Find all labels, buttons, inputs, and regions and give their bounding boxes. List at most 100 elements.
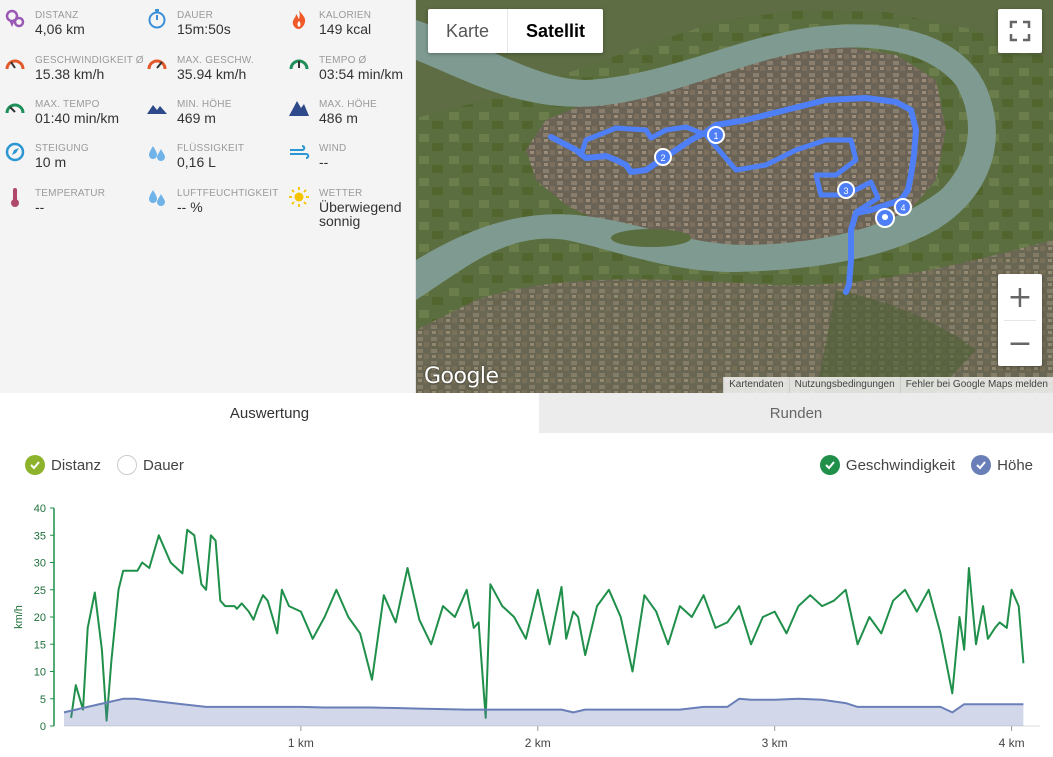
stat-value: 4,06 km <box>35 21 85 37</box>
y-tick-label: 35 <box>34 530 46 542</box>
zoom-out-button[interactable]: − <box>1007 325 1033 361</box>
stat-label: MAX. TEMPO <box>35 99 100 110</box>
y-tick-label: 25 <box>34 585 46 597</box>
thermometer-icon <box>4 186 26 208</box>
compass-icon <box>4 141 26 163</box>
stat-value: 35.94 km/h <box>177 66 247 82</box>
mountain-low-icon <box>146 97 168 119</box>
stat-wind: WIND -- <box>284 133 426 177</box>
zoom-divider <box>1004 320 1036 321</box>
stopwatch-icon <box>146 8 168 30</box>
y-tick-label: 15 <box>34 639 46 651</box>
geschwindigkeit-checkbox[interactable] <box>819 455 840 475</box>
distanz-label[interactable]: Distanz <box>51 456 102 474</box>
stat-dauer: DAUER 15m:50s <box>142 0 284 44</box>
stat-min-höhe: MIN. HÖHE 469 m <box>142 89 284 133</box>
dauer-label[interactable]: Dauer <box>143 456 184 474</box>
hoehe-label[interactable]: Höhe <box>997 456 1033 474</box>
y-tick-label: 40 <box>34 503 46 515</box>
y-tick-label: 0 <box>40 721 46 733</box>
stat-temperatur: TEMPERATUR -- <box>0 178 142 222</box>
chart-area: Distanz Dauer Geschwindigkeit Höhe 0 5 10 1… <box>0 433 1053 757</box>
x-tick-label: 2 km <box>525 736 551 750</box>
y-tick-label: 30 <box>34 558 46 570</box>
legend-left: Distanz Dauer <box>25 455 184 475</box>
stat-value: 15m:50s <box>177 21 231 37</box>
stat-max-höhe: MAX. HÖHE 486 m <box>284 89 426 133</box>
tab-runden[interactable]: Runden <box>539 393 1053 433</box>
y-tick-label: 5 <box>40 694 46 706</box>
svg-text:4: 4 <box>900 203 905 213</box>
svg-text:2: 2 <box>660 153 665 163</box>
pace-gauge-icon <box>288 53 310 75</box>
fullscreen-icon <box>1009 20 1031 42</box>
map-view[interactable]: 1 2 3 4 Karte Satellit + − Google Karten… <box>416 0 1053 393</box>
location-pins-icon <box>4 8 26 30</box>
x-tick-label: 3 km <box>762 736 788 750</box>
stat-label: TEMPO Ø <box>319 55 367 66</box>
lap-marker-3: 3 <box>837 181 855 199</box>
stat-value: 01:40 min/km <box>35 110 120 126</box>
stat-value: 10 m <box>35 154 67 170</box>
distanz-checkbox[interactable] <box>25 455 45 475</box>
map-type-satellit-button[interactable]: Satellit <box>507 9 603 53</box>
svg-text:1: 1 <box>713 131 718 141</box>
stat-wetter: WETTER Überwiegend sonnig <box>284 178 426 228</box>
attribution-kartendaten-link[interactable]: Kartendaten <box>723 377 789 393</box>
tab-bar: Auswertung Runden <box>0 393 1053 433</box>
stat-label: TEMPERATUR <box>35 188 106 199</box>
stat-label: MIN. HÖHE <box>177 99 232 110</box>
zoom-control: + − <box>998 274 1042 366</box>
stat-value: 469 m <box>177 110 216 126</box>
stat-luftfeuchtigkeit: LUFTFEUCHTIGKEIT -- % <box>142 178 284 222</box>
attribution-nutzungsbedingungen-link[interactable]: Nutzungsbedingungen <box>788 377 900 393</box>
stat-label: GESCHWINDIGKEIT Ø <box>35 55 144 66</box>
flame-icon <box>288 8 310 30</box>
geschwindigkeit-label[interactable]: Geschwindigkeit <box>845 456 956 474</box>
pace-gauge-max-icon <box>4 97 26 119</box>
hoehe-checkbox[interactable] <box>971 455 992 475</box>
checkmark-icon <box>976 461 986 470</box>
x-tick-label: 4 km <box>999 736 1025 750</box>
speedometer-icon <box>4 53 26 75</box>
stat-label: DAUER <box>177 10 214 21</box>
stat-kalorien: KALORIEN 149 kcal <box>284 0 426 44</box>
stat-label: LUFTFEUCHTIGKEIT <box>177 188 279 199</box>
stat-tempo: TEMPO Ø 03:54 min/km <box>284 45 426 89</box>
wind-icon <box>288 141 310 163</box>
tab-auswertung[interactable]: Auswertung <box>0 393 539 433</box>
stat-steigung: STEIGUNG 10 m <box>0 133 142 177</box>
speed-elevation-chart[interactable]: 0 5 10 15 20 25 30 35 40 km/h 1 km 2 km 3 km 4 km <box>0 433 1053 757</box>
lap-marker-2: 2 <box>654 148 672 166</box>
series-1-line <box>63 697 1024 714</box>
fullscreen-button[interactable] <box>998 9 1042 53</box>
series-0-line <box>70 528 1025 722</box>
lap-marker-1: 1 <box>707 126 725 144</box>
stat-label: MAX. HÖHE <box>319 99 377 110</box>
sun-icon <box>288 186 310 208</box>
attribution-report-error-link[interactable]: Fehler bei Google Maps melden <box>899 377 1053 393</box>
satellite-image: 1 2 3 4 <box>416 0 1053 393</box>
map-type-karte-button[interactable]: Karte <box>446 20 490 41</box>
y-tick-label: 20 <box>34 612 46 624</box>
stat-value: Überwiegend sonnig <box>319 199 402 229</box>
mountain-high-icon <box>288 97 310 119</box>
legend-right: Geschwindigkeit Höhe <box>819 455 1033 475</box>
stat-label: MAX. GESCHW. <box>177 55 254 66</box>
water-drops-icon <box>146 141 168 163</box>
route-path <box>548 95 919 295</box>
location-pin-icon <box>875 208 895 228</box>
stat-value: 15.38 km/h <box>35 66 105 82</box>
checkmark-icon <box>30 461 40 470</box>
humidity-drops-icon <box>146 186 168 208</box>
stat-value: 149 kcal <box>319 21 372 37</box>
stat-value: -- % <box>177 199 203 215</box>
stat-distanz: DISTANZ 4,06 km <box>0 0 142 44</box>
dauer-checkbox[interactable] <box>117 455 138 475</box>
speedometer-max-icon <box>146 53 168 75</box>
google-logo: Google <box>424 364 499 389</box>
stat-value: 486 m <box>319 110 358 126</box>
zoom-in-button[interactable]: + <box>1007 279 1033 315</box>
map-type-control: Karte Satellit <box>428 9 604 53</box>
stat-label: DISTANZ <box>35 10 79 21</box>
